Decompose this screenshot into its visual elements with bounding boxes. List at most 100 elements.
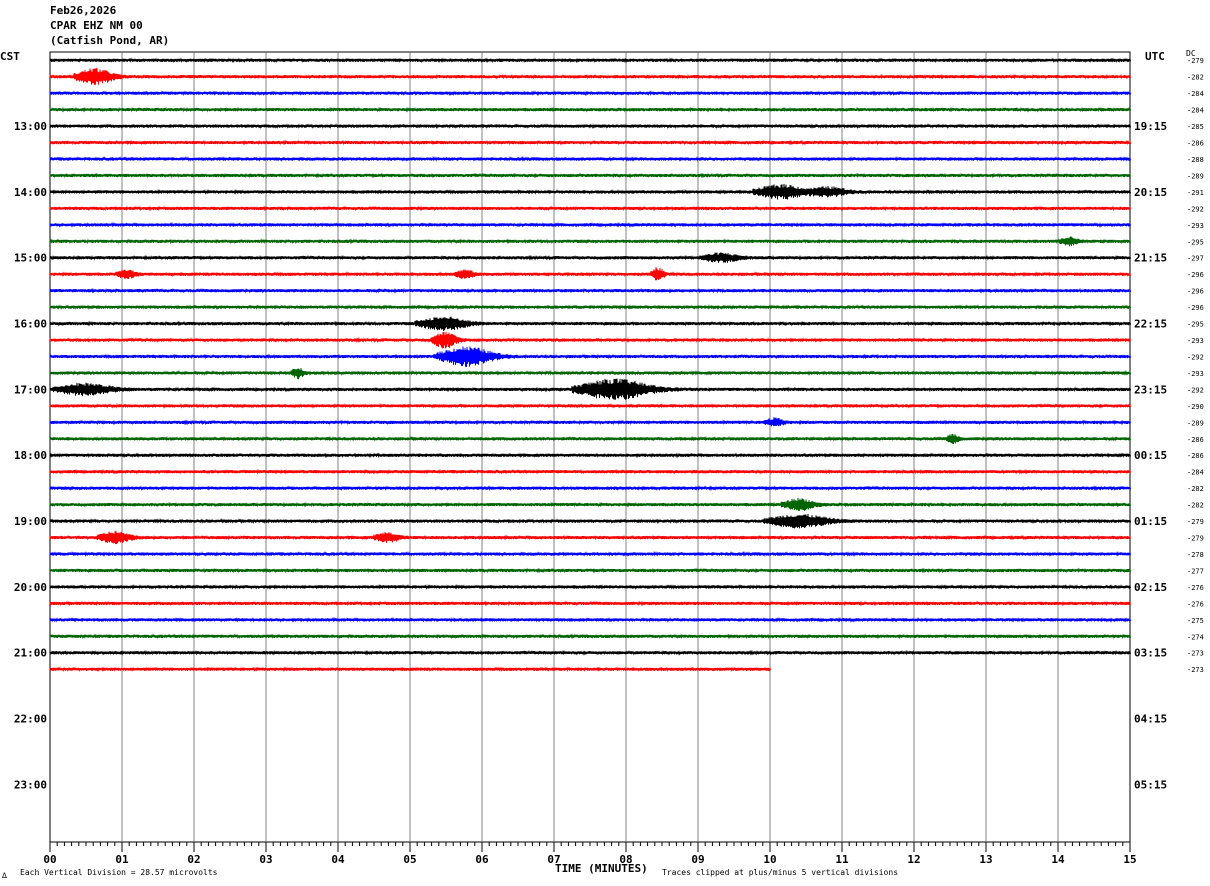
seismic-trace	[49, 666, 771, 673]
dc-offset-label: -296	[1187, 271, 1204, 279]
seismic-trace	[49, 433, 1131, 445]
dc-offset-label: -277	[1187, 567, 1204, 575]
dc-offset-label: -286	[1187, 452, 1204, 460]
seismic-trace	[49, 633, 1131, 640]
seismic-trace	[49, 252, 1131, 263]
dc-offset-label: -293	[1187, 222, 1204, 230]
right-hour-label: 19:15	[1134, 120, 1167, 133]
dc-offset-label: -286	[1187, 140, 1204, 148]
seismic-trace	[49, 267, 1131, 281]
seismic-trace	[49, 183, 1131, 200]
right-hour-label: 22:15	[1134, 318, 1167, 331]
dc-offset-label: -279	[1187, 518, 1204, 526]
right-timezone-label: UTC	[1145, 50, 1165, 63]
dc-offset-label: -278	[1187, 551, 1204, 559]
seismic-trace	[49, 155, 1131, 162]
right-hour-label: 01:15	[1134, 515, 1167, 528]
seismic-trace	[49, 221, 1131, 228]
dc-offset-label: -296	[1187, 304, 1204, 312]
left-hour-label: 20:00	[14, 581, 47, 594]
seismic-trace	[49, 485, 1131, 492]
seismic-trace	[49, 402, 1131, 409]
x-tick-label: 14	[1051, 853, 1065, 866]
dc-offset-label: -289	[1187, 172, 1204, 180]
seismic-trace	[49, 205, 1131, 212]
seismic-trace	[49, 378, 1131, 400]
dc-offset-label: -284	[1187, 107, 1204, 115]
dc-offset-label: -282	[1187, 485, 1204, 493]
dc-offset-label: -296	[1187, 288, 1204, 296]
plot-frame	[49, 51, 1131, 843]
seismic-trace	[49, 90, 1131, 97]
x-tick-label: 00	[43, 853, 56, 866]
right-hour-label: 20:15	[1134, 186, 1167, 199]
seismic-trace	[49, 583, 1131, 590]
plot-date: Feb26,2026	[50, 4, 117, 17]
seismic-trace	[49, 331, 1131, 349]
x-tick-label: 04	[331, 853, 345, 866]
seismic-trace	[49, 368, 1131, 380]
seismic-trace	[49, 649, 1131, 656]
dc-offset-label: -289	[1187, 419, 1204, 427]
seismic-trace	[49, 139, 1131, 146]
left-hour-label: 16:00	[14, 318, 47, 331]
x-tick-label: 09	[691, 853, 704, 866]
x-tick-label: 07	[547, 853, 560, 866]
seismic-trace	[49, 417, 1131, 427]
seismic-trace	[49, 468, 1131, 475]
seismic-trace	[49, 497, 1131, 511]
left-hour-label: 23:00	[14, 778, 47, 791]
dc-offset-label: -275	[1187, 617, 1204, 625]
seismic-trace	[49, 530, 1131, 545]
dc-offset-label: -284	[1187, 469, 1204, 477]
right-hour-label: 03:15	[1134, 647, 1167, 660]
seismic-trace	[49, 57, 1131, 64]
x-tick-label: 12	[907, 853, 920, 866]
right-hour-label: 02:15	[1134, 581, 1167, 594]
x-tick-label: 01	[115, 853, 129, 866]
seismic-trace	[49, 513, 1131, 529]
seismic-trace	[49, 236, 1131, 247]
left-hour-label: 22:00	[14, 713, 47, 726]
x-tick-label: 06	[475, 853, 489, 866]
left-hour-label: 15:00	[14, 252, 47, 265]
left-hour-label: 14:00	[14, 186, 47, 199]
corner-mark-icon: ∆	[2, 871, 7, 880]
dc-offset-label: -282	[1187, 74, 1204, 82]
dc-offset-label: -273	[1187, 666, 1204, 674]
x-tick-label: 03	[259, 853, 272, 866]
dc-offset-label: -276	[1187, 584, 1204, 592]
left-hour-label: 19:00	[14, 515, 47, 528]
seismic-trace	[49, 287, 1131, 294]
dc-offset-label: -274	[1187, 633, 1204, 641]
dc-offset-label: -279	[1187, 57, 1204, 65]
dc-offset-label: -293	[1187, 370, 1204, 378]
x-tick-label: 15	[1123, 853, 1136, 866]
dc-offset-label: -273	[1187, 650, 1204, 658]
x-tick-label: 08	[619, 853, 632, 866]
seismic-trace	[49, 172, 1131, 179]
dc-offset-label: -297	[1187, 255, 1204, 263]
left-hour-label: 21:00	[14, 647, 47, 660]
scale-note: Each Vertical Division = 28.57 microvolt…	[20, 868, 218, 877]
seismic-trace	[49, 316, 1131, 331]
x-tick-label: 13	[979, 853, 992, 866]
seismic-trace	[49, 304, 1131, 311]
x-tick-label: 10	[763, 853, 776, 866]
dc-offset-label: -295	[1187, 238, 1204, 246]
dc-offset-label: -292	[1187, 205, 1204, 213]
left-timezone-label: CST	[0, 50, 20, 63]
dc-offset-label: -276	[1187, 600, 1204, 608]
dc-offset-label: -284	[1187, 90, 1204, 98]
dc-offset-label: -295	[1187, 321, 1204, 329]
seismic-trace	[49, 616, 1131, 623]
dc-offset-label: -292	[1187, 386, 1204, 394]
dc-offset-label: -279	[1187, 535, 1204, 543]
dc-offset-label: -288	[1187, 156, 1204, 164]
dc-offset-label: -292	[1187, 353, 1204, 361]
dc-offset-label: -293	[1187, 337, 1204, 345]
right-hour-label: 21:15	[1134, 252, 1167, 265]
right-hour-label: 05:15	[1134, 778, 1167, 791]
clip-note: Traces clipped at plus/minus 5 vertical …	[662, 868, 899, 877]
